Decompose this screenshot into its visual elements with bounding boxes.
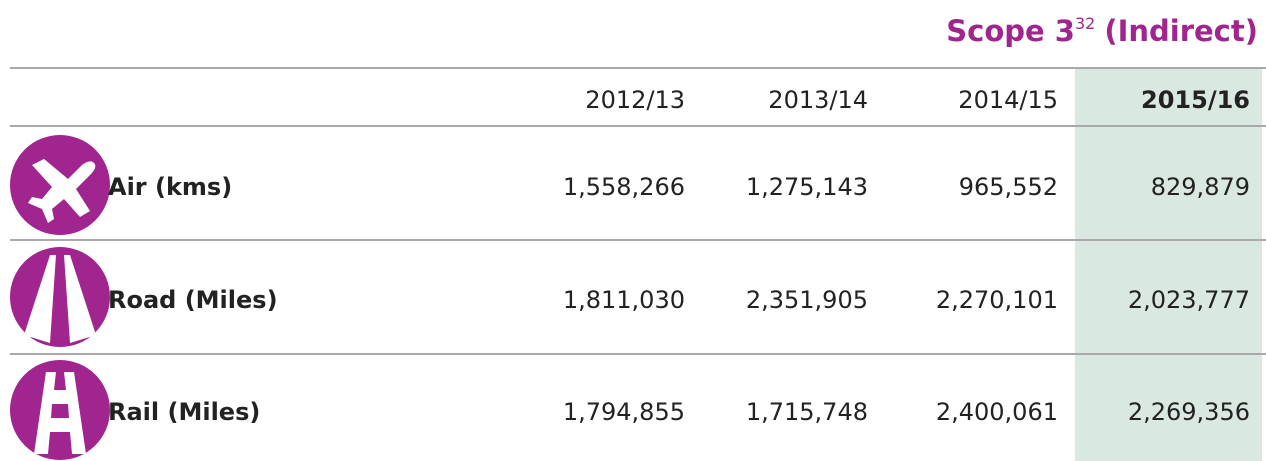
title-text: Scope 3 [946, 14, 1075, 48]
row-label: Rail (Miles) [108, 398, 261, 426]
cell-value: 2,023,777 [1127, 286, 1250, 314]
title: Scope 332 (Indirect) [946, 14, 1258, 48]
cell-value: 2,269,356 [1127, 398, 1250, 426]
cell-value: 965,552 [958, 173, 1058, 201]
cell-value: 1,811,030 [562, 286, 685, 314]
cell-value: 1,275,143 [745, 173, 868, 201]
row-label: Air (kms) [108, 173, 233, 201]
cell-value: 829,879 [1150, 173, 1250, 201]
column-header: 2014/15 [958, 86, 1058, 114]
cell-value: 2,351,905 [745, 286, 868, 314]
cell-value: 2,270,101 [935, 286, 1058, 314]
column-header: 2012/13 [585, 86, 685, 114]
rail-icon [10, 360, 110, 460]
rule [10, 67, 1266, 69]
rule [10, 353, 1266, 355]
footnote-ref: 32 [1074, 14, 1096, 33]
column-header: 2015/16 [1141, 86, 1250, 114]
rule [10, 125, 1266, 127]
cell-value: 1,558,266 [562, 173, 685, 201]
air-icon [10, 135, 110, 235]
title-suffix: (Indirect) [1104, 14, 1258, 48]
cell-value: 1,715,748 [745, 398, 868, 426]
highlight-column [1075, 68, 1262, 461]
row-label: Road (Miles) [108, 286, 278, 314]
cell-value: 2,400,061 [935, 398, 1058, 426]
rule [10, 239, 1266, 241]
cell-value: 1,794,855 [562, 398, 685, 426]
road-icon [10, 247, 110, 347]
column-header: 2013/14 [768, 86, 868, 114]
